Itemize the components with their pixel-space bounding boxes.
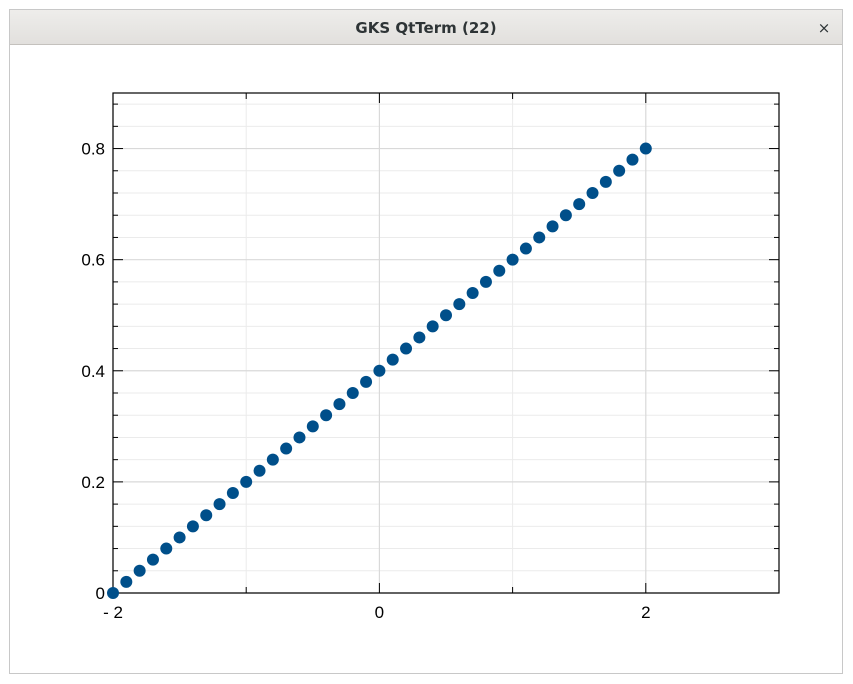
data-point bbox=[386, 353, 399, 366]
data-point bbox=[213, 498, 226, 511]
data-point bbox=[413, 331, 426, 344]
x-tick-label: 0 bbox=[375, 603, 384, 622]
data-point bbox=[120, 575, 133, 588]
x-tick-label: 2 bbox=[641, 603, 650, 622]
plot-frame bbox=[112, 92, 780, 594]
data-point bbox=[160, 542, 173, 555]
data-point bbox=[613, 164, 626, 177]
data-point bbox=[573, 198, 586, 211]
data-point bbox=[253, 464, 266, 477]
data-point bbox=[466, 287, 479, 299]
data-point bbox=[400, 342, 413, 355]
data-point bbox=[546, 220, 559, 233]
data-points bbox=[107, 142, 652, 599]
data-point bbox=[360, 375, 373, 388]
major-gridlines bbox=[112, 93, 779, 594]
data-point bbox=[173, 531, 186, 544]
data-point bbox=[639, 142, 652, 155]
y-tick-label: 0 bbox=[96, 584, 105, 603]
app-window: GKS QtTerm (22) × bbox=[9, 9, 843, 674]
data-point bbox=[333, 398, 346, 411]
data-point bbox=[240, 475, 253, 488]
y-tick-label: 0.2 bbox=[81, 473, 105, 492]
data-point bbox=[306, 420, 319, 433]
y-tick-label: 0.6 bbox=[81, 251, 105, 270]
data-point bbox=[107, 587, 119, 599]
tick-labels: - 2 0 200.20.40.60.8 bbox=[81, 140, 650, 622]
axis-ticks bbox=[112, 93, 780, 594]
window-title: GKS QtTerm (22) bbox=[355, 19, 497, 37]
data-point bbox=[453, 298, 466, 311]
data-point bbox=[506, 253, 519, 266]
data-point bbox=[293, 431, 306, 444]
data-point bbox=[320, 409, 333, 422]
data-point bbox=[586, 187, 599, 199]
data-point bbox=[519, 242, 532, 255]
y-tick-label: 0.4 bbox=[81, 362, 105, 381]
data-point bbox=[493, 264, 506, 277]
data-point bbox=[146, 553, 159, 566]
minor-gridlines bbox=[113, 93, 780, 593]
data-point bbox=[346, 387, 359, 399]
data-point bbox=[479, 275, 492, 288]
data-point bbox=[373, 364, 386, 377]
y-tick-label: 0.8 bbox=[81, 140, 105, 159]
data-point bbox=[280, 442, 293, 455]
close-icon[interactable]: × bbox=[817, 19, 831, 37]
x-tick-label: - 2 bbox=[103, 603, 123, 622]
data-point bbox=[186, 520, 199, 533]
data-point bbox=[440, 309, 452, 322]
data-point bbox=[559, 209, 572, 222]
data-point bbox=[200, 509, 213, 522]
title-bar[interactable]: GKS QtTerm (22) × bbox=[10, 10, 842, 45]
data-point bbox=[226, 487, 239, 499]
data-point bbox=[599, 175, 612, 188]
data-point bbox=[626, 153, 639, 166]
data-point bbox=[426, 320, 439, 333]
data-point bbox=[133, 564, 146, 577]
data-point bbox=[266, 453, 279, 466]
data-point bbox=[533, 231, 546, 244]
